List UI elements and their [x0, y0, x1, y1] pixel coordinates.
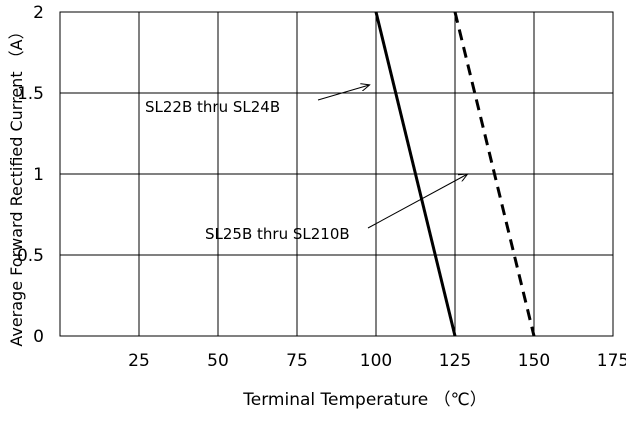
y-tick-label: 2 [33, 3, 44, 23]
grid [59, 11, 614, 337]
x-tick-label: 25 [128, 351, 150, 371]
x-tick-label: 125 [439, 351, 471, 371]
x-tick-label: 175 [597, 351, 626, 371]
x-axis-label: Terminal Temperature （℃） [242, 390, 486, 410]
series-line [453, 11, 536, 337]
y-tick-label: 0 [33, 327, 44, 347]
tick-labels: 25 50 75 100 125 150 175 0 0.5 1 1.5 2 [17, 3, 626, 371]
y-axis-label: Average Forward Rectified Current （A） [7, 23, 26, 346]
x-tick-label: 75 [286, 351, 308, 371]
x-tick-label: 150 [518, 351, 550, 371]
series-group [374, 11, 536, 337]
x-tick-label: 50 [207, 351, 229, 371]
annotation-label: SL22B thru SL24B [145, 98, 280, 116]
annotation-arrow [367, 174, 468, 229]
annotation-label: SL25B thru SL210B [205, 225, 350, 243]
annotations: SL22B thru SL24B SL25B thru SL210B [145, 85, 468, 243]
x-tick-label: 100 [360, 351, 392, 371]
y-tick-label: 1 [33, 165, 44, 185]
y-tick-label: 1.5 [17, 84, 44, 104]
y-tick-label: 0.5 [17, 246, 44, 266]
series-line [374, 11, 457, 337]
annotation-arrow [317, 85, 370, 101]
